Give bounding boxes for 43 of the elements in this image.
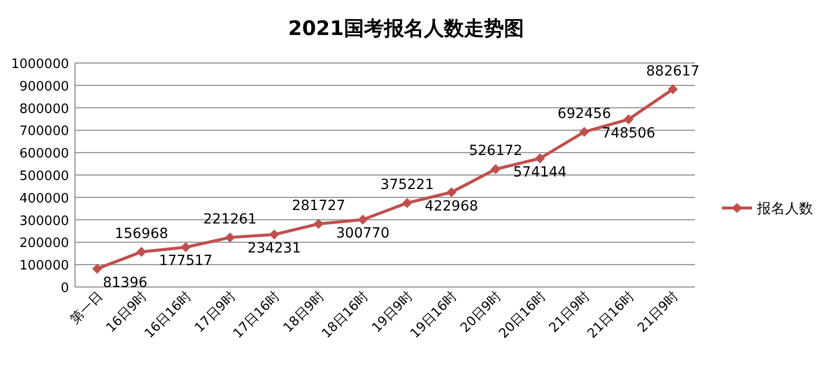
- data-label: 281727: [292, 198, 346, 214]
- legend-label: 报名人数: [756, 201, 813, 217]
- point: [136, 246, 146, 257]
- x-tick-label: 21日9时: [635, 289, 682, 336]
- data-label: 234231: [248, 240, 302, 257]
- point: [535, 153, 545, 164]
- data-label: 81396: [102, 274, 148, 291]
- point: [446, 187, 456, 198]
- data-label: 422968: [424, 198, 478, 214]
- y-tick-label: 900000: [19, 79, 69, 94]
- data-label: 156968: [114, 226, 168, 242]
- y-tick-label: 800000: [19, 102, 69, 117]
- point: [269, 230, 280, 240]
- point: [225, 232, 235, 242]
- data-label: 692456: [558, 106, 612, 122]
- data-label: 300770: [336, 226, 390, 242]
- y-tick-label: 300000: [19, 214, 69, 229]
- y-tick-label: 500000: [19, 169, 69, 184]
- point: [490, 164, 501, 174]
- y-tick-label: 200000: [19, 236, 69, 252]
- point: [402, 198, 412, 208]
- point: [180, 242, 191, 252]
- y-tick-label: 1000000: [11, 57, 69, 72]
- x-tick-label: 第一日: [68, 289, 106, 328]
- point: [579, 126, 590, 137]
- point: [358, 214, 368, 225]
- data-label: 375221: [380, 176, 434, 193]
- point: [668, 84, 678, 94]
- y-tick-label: 400000: [19, 191, 69, 206]
- y-tick-label: 700000: [19, 124, 69, 140]
- chart-title: 2021国考报名人数走势图: [288, 16, 524, 40]
- y-tick-label: 600000: [19, 146, 69, 162]
- data-label: 748506: [602, 125, 656, 142]
- point: [314, 218, 324, 229]
- point: [624, 114, 634, 124]
- data-label: 574144: [513, 164, 567, 180]
- y-tick-label: 100000: [19, 258, 69, 274]
- point: [92, 264, 102, 274]
- y-tick-label: 0: [60, 281, 69, 296]
- data-label: 882617: [646, 63, 700, 80]
- data-label: 526172: [468, 143, 522, 160]
- data-label: 177517: [158, 253, 212, 270]
- data-label: 221261: [203, 211, 257, 228]
